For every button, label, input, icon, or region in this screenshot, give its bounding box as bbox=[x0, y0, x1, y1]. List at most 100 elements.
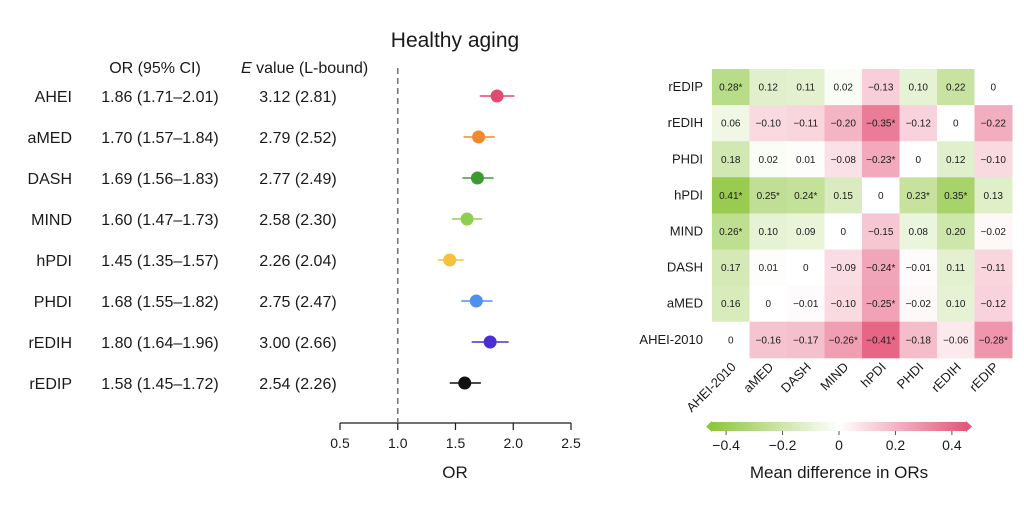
heatmap-row-label: rEDIH bbox=[668, 115, 703, 130]
heatmap-cell-label: −0.13 bbox=[868, 83, 894, 94]
or-point bbox=[458, 376, 472, 390]
heatmap-cell bbox=[974, 141, 1013, 178]
heatmap-cell-label: 0.06 bbox=[721, 119, 741, 130]
heatmap-cell bbox=[824, 321, 863, 359]
heatmap-cell-label: −0.10 bbox=[981, 155, 1007, 166]
heatmap-cell bbox=[824, 69, 863, 106]
heatmap-cell bbox=[712, 105, 750, 142]
heatmap-cell bbox=[787, 141, 825, 178]
heatmap-cell bbox=[899, 285, 938, 323]
heatmap-cell bbox=[862, 177, 900, 214]
heatmap-cell-label: 0.02 bbox=[834, 83, 854, 94]
heatmap-cell-label: −0.06 bbox=[943, 335, 969, 346]
heatmap-cell bbox=[824, 213, 863, 250]
colorbar-tick-label: 0.4 bbox=[942, 437, 962, 453]
heatmap-cell-label: 0.41* bbox=[719, 191, 742, 202]
heatmap-cell bbox=[937, 177, 975, 214]
heatmap-cell-label: −0.11 bbox=[981, 263, 1006, 274]
colorbar-tick-label: −0.2 bbox=[769, 437, 797, 453]
heatmap-cell-label: 0.22 bbox=[946, 83, 966, 94]
heatmap-cell-label: 0 bbox=[915, 155, 921, 166]
or-ci-text: 1.86 (1.71–2.01) bbox=[101, 89, 218, 106]
heatmap-cell bbox=[749, 177, 788, 214]
heatmap-row-label: AHEI-2010 bbox=[639, 332, 703, 347]
heatmap-cell bbox=[749, 105, 788, 142]
heatmap-cell-label: 0.08 bbox=[909, 227, 929, 238]
heatmap-cell-label: 0.01 bbox=[796, 155, 816, 166]
heatmap-cell-label: 0.11 bbox=[796, 83, 815, 94]
colorbar-label: Mean difference in ORs bbox=[750, 463, 928, 482]
colorbar-tick-label: 0 bbox=[835, 437, 843, 453]
column-header-evalue: E value (L-bound) bbox=[241, 60, 368, 77]
heatmap-cell bbox=[899, 177, 938, 214]
heatmap-cell-label: 0.15 bbox=[834, 191, 854, 202]
heatmap-cell-label: 0 bbox=[953, 119, 959, 130]
heatmap-cell-label: 0.01 bbox=[759, 263, 779, 274]
heatmap-cell-label: 0 bbox=[840, 227, 846, 238]
evalue-text: 2.79 (2.52) bbox=[259, 130, 336, 147]
evalue-text: 3.00 (2.66) bbox=[259, 335, 336, 352]
colorbar-right-arrow bbox=[966, 421, 972, 432]
heatmap-cell bbox=[712, 69, 750, 106]
heatmap-cell bbox=[974, 177, 1013, 214]
heatmap-row-label: DASH bbox=[667, 260, 703, 275]
x-tick-label: 0.5 bbox=[330, 435, 350, 451]
heatmap-cell bbox=[862, 285, 900, 323]
heatmap-cell-label: −0.17 bbox=[793, 335, 819, 346]
heatmap-cell bbox=[712, 285, 750, 323]
colorbar bbox=[712, 422, 966, 431]
or-point bbox=[443, 253, 457, 267]
heatmap-cell-label: −0.12 bbox=[981, 299, 1007, 310]
colorbar-tick-label: 0.2 bbox=[886, 437, 906, 453]
chart-title: Healthy aging bbox=[391, 29, 519, 52]
heatmap-cell bbox=[712, 141, 750, 178]
heatmap-cell bbox=[862, 249, 900, 287]
heatmap-cell-label: 0.17 bbox=[721, 263, 741, 274]
heatmap-row-label: hPDI bbox=[674, 187, 703, 202]
heatmap-cell bbox=[824, 285, 863, 323]
or-ci-text: 1.69 (1.56–1.83) bbox=[101, 171, 218, 188]
heatmap-cell bbox=[862, 321, 900, 359]
heatmap-cell-label: 0.24* bbox=[794, 191, 817, 202]
heatmap-cell bbox=[974, 105, 1013, 142]
x-tick-label: 1.5 bbox=[446, 435, 466, 451]
heatmap-cell-label: 0.28* bbox=[719, 83, 742, 94]
heatmap-cell-label: 0.23* bbox=[907, 191, 930, 202]
evalue-text: 2.75 (2.47) bbox=[259, 294, 336, 311]
heatmap-cell-label: −0.02 bbox=[906, 299, 932, 310]
heatmap-col-label: DASH bbox=[778, 359, 814, 395]
heatmap-cell bbox=[749, 285, 788, 323]
row-label: PHDI bbox=[34, 294, 72, 311]
heatmap-cell-label: 0 bbox=[878, 191, 884, 202]
evalue-text: 2.77 (2.49) bbox=[259, 171, 336, 188]
x-tick-label: 1.0 bbox=[388, 435, 408, 451]
or-ci-text: 1.70 (1.57–1.84) bbox=[101, 130, 218, 147]
heatmap-cell bbox=[937, 285, 975, 323]
or-point bbox=[472, 130, 486, 144]
heatmap-cell bbox=[862, 105, 900, 142]
heatmap-cell-label: −0.25* bbox=[866, 299, 895, 310]
heatmap-cell-label: −0.35* bbox=[866, 119, 895, 130]
heatmap-cell-label: 0.20 bbox=[946, 227, 966, 238]
column-header-evalue-rest: value (L-bound) bbox=[252, 60, 369, 77]
x-axis-label: OR bbox=[442, 463, 468, 482]
heatmap-cell bbox=[937, 321, 975, 359]
heatmap-cell-label: 0.11 bbox=[946, 263, 965, 274]
heatmap-cell bbox=[787, 285, 825, 323]
heatmap-cell bbox=[749, 141, 788, 178]
heatmap-cell bbox=[862, 141, 900, 178]
heatmap-cell-label: 0.10 bbox=[946, 299, 966, 310]
heatmap-cell bbox=[899, 321, 938, 359]
row-label: aMED bbox=[28, 130, 72, 147]
heatmap-row-label: MIND bbox=[670, 223, 703, 238]
heatmap-cell bbox=[862, 213, 900, 250]
heatmap-cell bbox=[824, 141, 863, 178]
forest-plot: Healthy aging OR (95% CI) E value (L-bound… bbox=[28, 29, 581, 482]
row-label: hPDI bbox=[36, 253, 72, 270]
x-tick-label: 2.0 bbox=[504, 435, 524, 451]
evalue-text: 2.54 (2.26) bbox=[259, 376, 336, 393]
evalue-text: 2.58 (2.30) bbox=[259, 212, 336, 229]
heatmap-cell bbox=[937, 213, 975, 250]
heatmap-cell bbox=[899, 69, 938, 106]
heatmap-row-label: PHDI bbox=[672, 151, 703, 166]
